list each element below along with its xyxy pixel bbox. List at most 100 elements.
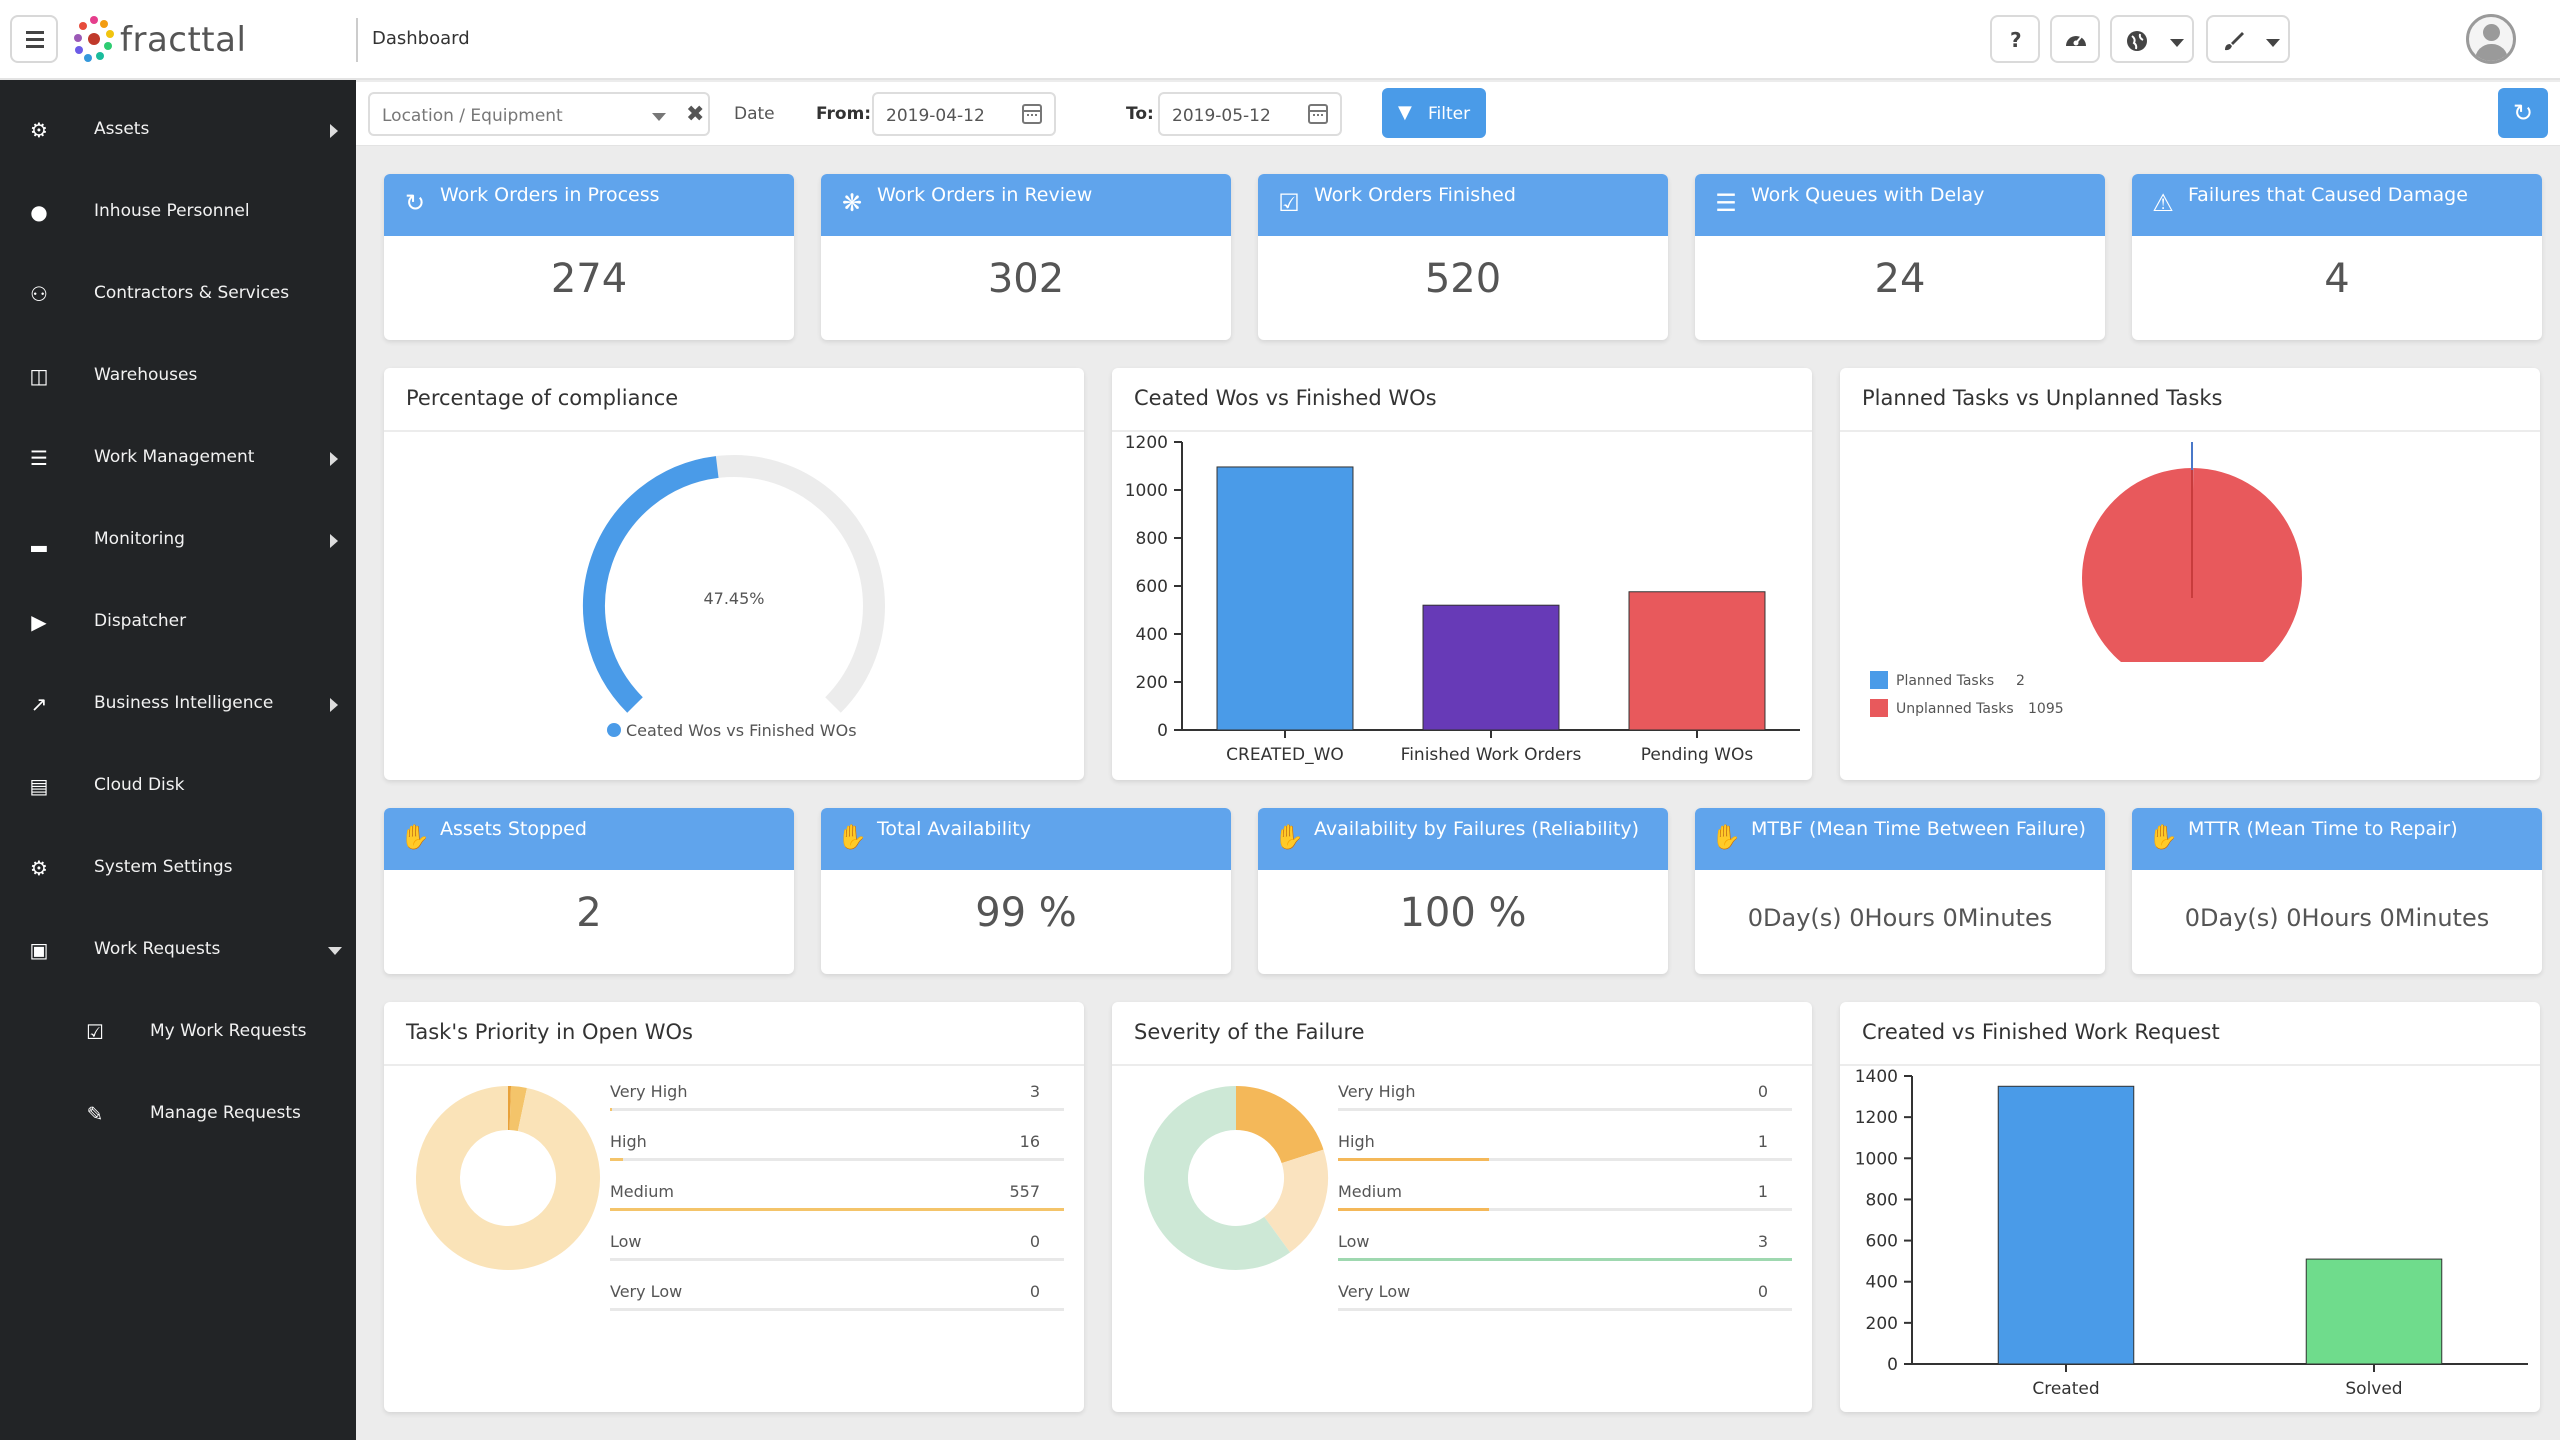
- kpi-title: MTTR (Mean Time to Repair): [2188, 818, 2458, 840]
- calendar-icon[interactable]: [1308, 104, 1328, 124]
- kpi-title: Total Availability: [877, 818, 1031, 840]
- menu-toggle-button[interactable]: [10, 15, 58, 63]
- compliance-gauge-chart: 47.45% Ceated Wos vs Finished WOs: [583, 455, 885, 740]
- sidebar-subitem-my-work-requests[interactable]: ☑ My Work Requests: [0, 991, 356, 1073]
- chevron-down-icon[interactable]: [652, 113, 666, 121]
- row-label: Medium: [1338, 1182, 1402, 1201]
- kpi-card-failures-caused-damage[interactable]: ⚠ Failures that Caused Damage 4: [2132, 174, 2542, 340]
- hand-icon: ✋: [400, 823, 430, 851]
- sidebar-item-warehouses[interactable]: ◫ Warehouses: [0, 335, 356, 417]
- bar-finished-work-orders: [1422, 604, 1560, 731]
- y-tick-label: 600: [1866, 1232, 1898, 1252]
- kpi-card-mttr[interactable]: ✋ MTTR (Mean Time to Repair) 0Day(s) 0Ho…: [2132, 808, 2542, 974]
- panel-percentage-of-compliance: Percentage of compliance 47.45% Ceated W…: [384, 368, 1084, 780]
- sidebar-item-system-settings[interactable]: ⚙ System Settings: [0, 827, 356, 909]
- y-tick-label: 1000: [1855, 1149, 1898, 1169]
- legend-row-very-low[interactable]: Very Low 0: [1338, 1282, 1792, 1332]
- kpi-title: Work Orders in Review: [877, 184, 1093, 206]
- legend-row-high[interactable]: High 16: [610, 1132, 1064, 1182]
- chevron-right-icon: [330, 698, 338, 712]
- row-progress-fill: [1338, 1258, 1792, 1261]
- kpi-card-total-availability[interactable]: ✋ Total Availability 99 %: [821, 808, 1231, 974]
- row-label: High: [610, 1132, 647, 1151]
- sidebar-item-assets[interactable]: ⚙ Assets: [0, 89, 356, 171]
- sidebar-item-label: Cloud Disk: [94, 775, 185, 795]
- legend-row-very-low[interactable]: Very Low 0: [610, 1282, 1064, 1332]
- panel-created-vs-finished-work-request: Created vs Finished Work Request 1400 120…: [1840, 1002, 2540, 1412]
- sidebar-item-monitoring[interactable]: ▂ Monitoring: [0, 499, 356, 581]
- to-date-value: 2019-05-12: [1172, 106, 1271, 126]
- row-label: Medium: [610, 1182, 674, 1201]
- kpi-card-work-orders-finished[interactable]: ☑ Work Orders Finished 520: [1258, 174, 1668, 340]
- legend-row-low[interactable]: Low 3: [1338, 1232, 1792, 1282]
- gauge-legend-label[interactable]: Ceated Wos vs Finished WOs: [626, 721, 857, 740]
- row-label: Very High: [610, 1082, 688, 1101]
- group-icon: ⚇: [30, 282, 48, 306]
- kpi-value: 0Day(s) 0Hours 0Minutes: [2184, 904, 2490, 932]
- sidebar-item-label: Assets: [94, 119, 150, 139]
- row-progress-track: [610, 1158, 1064, 1161]
- sidebar-item-contractors[interactable]: ⚇ Contractors & Services: [0, 253, 356, 335]
- chevron-down-icon: [2266, 39, 2280, 47]
- kpi-card-assets-stopped[interactable]: ✋ Assets Stopped 2: [384, 808, 794, 974]
- calendar-icon[interactable]: [1022, 104, 1042, 124]
- panel-divider: [384, 1064, 1084, 1066]
- sidebar-subitem-manage-requests[interactable]: ✎ Manage Requests: [0, 1073, 356, 1155]
- row-value: 1: [1757, 1132, 1768, 1151]
- list-icon: ☰: [30, 446, 48, 470]
- kpi-card-mtbf[interactable]: ✋ MTBF (Mean Time Between Failure) 0Day(…: [1695, 808, 2105, 974]
- row-value: 0: [1029, 1232, 1040, 1251]
- sidebar-item-inhouse-personnel[interactable]: ● Inhouse Personnel: [0, 171, 356, 253]
- legend-row-medium[interactable]: Medium 557: [610, 1182, 1064, 1232]
- play-circle-icon: ▶: [31, 610, 47, 634]
- theme-dropdown[interactable]: [2206, 15, 2290, 63]
- kpi-card-work-queues-with-delay[interactable]: ☰ Work Queues with Delay 24: [1695, 174, 2105, 340]
- help-button[interactable]: ?: [1990, 15, 2040, 63]
- row-progress-fill: [1338, 1208, 1490, 1211]
- filter-button[interactable]: ▼ Filter: [1382, 88, 1486, 138]
- sidebar-item-work-management[interactable]: ☰ Work Management: [0, 417, 356, 499]
- kpi-card-work-orders-in-process[interactable]: ↻ Work Orders in Process 274: [384, 174, 794, 340]
- sidebar-item-label: Contractors & Services: [94, 283, 290, 303]
- row-progress-track: [1338, 1108, 1792, 1111]
- legend-row-very-high[interactable]: Very High 3: [610, 1082, 1064, 1132]
- row-value: 1: [1757, 1182, 1768, 1201]
- person-icon: ●: [30, 200, 48, 224]
- kpi-card-work-orders-in-review[interactable]: ❋ Work Orders in Review 302: [821, 174, 1231, 340]
- logo[interactable]: fracttal: [70, 14, 270, 66]
- from-label: From:: [816, 104, 872, 124]
- legend-row-low[interactable]: Low 0: [610, 1232, 1064, 1282]
- clear-icon[interactable]: ✖: [686, 102, 705, 127]
- dashboard-button[interactable]: [2050, 15, 2100, 63]
- user-avatar[interactable]: [2466, 14, 2516, 64]
- panel-severity-of-failure: Severity of the Failure Very High 0 High 1 M…: [1112, 1002, 1812, 1412]
- row-value: 0: [1757, 1082, 1768, 1101]
- row-progress-fill: [610, 1158, 624, 1161]
- sidebar-item-business-intelligence[interactable]: ↗ Business Intelligence: [0, 663, 356, 745]
- legend-row-high[interactable]: High 1: [1338, 1132, 1792, 1182]
- legend-row-medium[interactable]: Medium 1: [1338, 1182, 1792, 1232]
- legend-row-very-high[interactable]: Very High 0: [1338, 1082, 1792, 1132]
- user-avatar-icon: [2483, 24, 2500, 41]
- from-date-input[interactable]: 2019-04-12: [872, 92, 1056, 136]
- sidebar-item-cloud-disk[interactable]: ▤ Cloud Disk: [0, 745, 356, 827]
- y-tick-label: 800: [1866, 1190, 1898, 1210]
- sidebar-item-work-requests[interactable]: ▣ Work Requests: [0, 909, 356, 991]
- brush-icon: [2225, 32, 2244, 51]
- kpi-value: 2: [576, 890, 602, 936]
- row-label: Very High: [1338, 1082, 1416, 1101]
- signal-icon: ▂: [31, 528, 47, 552]
- location-equipment-select[interactable]: Location / Equipment ✖: [368, 92, 710, 136]
- sidebar-item-dispatcher[interactable]: ▶ Dispatcher: [0, 581, 356, 663]
- hand-icon: ✋: [2148, 823, 2178, 851]
- row-value: 16: [1019, 1132, 1040, 1151]
- kpi-value: 4: [2324, 256, 2350, 302]
- row-progress-track: [1338, 1208, 1792, 1211]
- x-tick-label: Solved: [2345, 1379, 2402, 1399]
- language-dropdown[interactable]: [2110, 15, 2194, 63]
- kpi-card-availability-by-failures[interactable]: ✋ Availability by Failures (Reliability)…: [1258, 808, 1668, 974]
- x-tick-label: Finished Work Orders: [1401, 745, 1582, 765]
- to-date-input[interactable]: 2019-05-12: [1158, 92, 1342, 136]
- refresh-button[interactable]: ↻: [2498, 88, 2548, 138]
- row-label: High: [1338, 1132, 1375, 1151]
